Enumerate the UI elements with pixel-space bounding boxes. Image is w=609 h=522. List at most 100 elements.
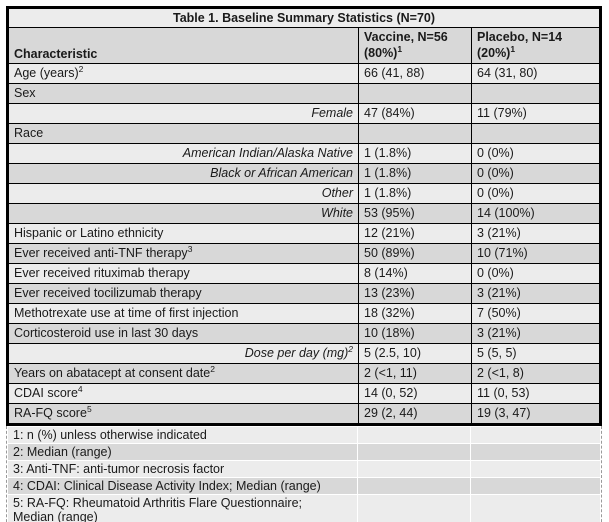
vaccine-value-cell: 50 (89%) [358,243,472,264]
row-label: Race [14,126,44,140]
footnote-marker: 4 [77,383,83,394]
table-row: Ever received rituximab therapy 8 (14%) 0 … [8,263,600,284]
row-label: Ever received rituximab therapy [14,266,190,280]
row-label: Dose per day (mg) [244,346,349,360]
row-label: Black or African American [210,166,353,180]
baseline-summary-table: Table 1. Baseline Summary Statistics (N=… [6,6,602,426]
row-label: RA-FQ score [14,406,87,420]
characteristic-cell: Years on abatacept at consent date2 [8,363,359,384]
characteristic-cell: RA-FQ score5 [8,403,359,424]
empty-cell [357,494,471,522]
row-label: Female [311,106,353,120]
vaccine-value-cell: 12 (21%) [358,223,472,244]
footnote-marker: 5 [86,403,92,414]
row-label: White [321,206,353,220]
characteristic-cell: Ever received tocilizumab therapy [8,283,359,304]
row-label: Age (years) [14,66,79,80]
footnote-line: Median (range) [13,510,98,522]
characteristic-cell: Other [8,183,359,204]
column-header-label: (20%) [477,46,511,60]
empty-cell [357,477,471,495]
column-header-placebo: Placebo, N=14 (20%)1 [471,27,600,64]
vaccine-value-cell: 18 (32%) [358,303,472,324]
row-label: American Indian/Alaska Native [182,146,353,160]
row-label: Sex [14,86,36,100]
vaccine-value-cell [358,83,472,104]
vaccine-value-cell: 1 (1.8%) [358,163,472,184]
vaccine-value-cell: 53 (95%) [358,203,472,224]
characteristic-cell: Black or African American [8,163,359,184]
placebo-value-cell: 2 (<1, 8) [471,363,600,384]
vaccine-value-cell: 13 (23%) [358,283,472,304]
footnote-line: 1: n (%) unless otherwise indicated [13,428,207,442]
empty-cell [357,443,471,461]
placebo-value-cell: 64 (31, 80) [471,63,600,84]
placebo-value-cell: 0 (0%) [471,263,600,284]
footnote-row: 2: Median (range) [7,443,601,461]
placebo-value-cell: 0 (0%) [471,163,600,184]
vaccine-value-cell: 10 (18%) [358,323,472,344]
row-label: Ever received anti-TNF therapy [14,246,188,260]
placebo-value-cell: 19 (3, 47) [471,403,600,424]
footnote-row: 4: CDAI: Clinical Disease Activity Index… [7,477,601,495]
footnote-line: 4: CDAI: Clinical Disease Activity Index… [13,479,321,493]
column-header-label: (80%) [364,46,398,60]
vaccine-value-cell: 2 (<1, 11) [358,363,472,384]
table-row: Other 1 (1.8%) 0 (0%) [8,183,600,204]
column-header-label: Placebo, N=14 [477,30,563,44]
table-row: Sex [8,83,600,104]
footnote-text-cell: 2: Median (range) [7,443,358,461]
footnote-text-cell: 1: n (%) unless otherwise indicated [7,426,358,444]
empty-cell [470,494,601,522]
footnote-text-cell: 5: RA-FQ: Rheumatoid Arthritis Flare Que… [7,494,358,522]
footnote-marker: 2 [348,343,353,354]
footnote-marker: 1 [510,43,516,54]
characteristic-cell: Ever received rituximab therapy [8,263,359,284]
table-row: Years on abatacept at consent date2 2 (<1… [8,363,600,384]
placebo-value-cell: 14 (100%) [471,203,600,224]
placebo-value-cell: 11 (79%) [471,103,600,124]
footnote-line: 2: Median (range) [13,445,112,459]
table-row: Ever received anti-TNF therapy3 50 (89%) 1… [8,243,600,264]
table-title-row: Table 1. Baseline Summary Statistics (N=… [8,8,600,28]
placebo-value-cell: 10 (71%) [471,243,600,264]
vaccine-value-cell: 66 (41, 88) [358,63,472,84]
characteristic-cell: American Indian/Alaska Native [8,143,359,164]
characteristic-cell: Hispanic or Latino ethnicity [8,223,359,244]
footnote-line: 3: Anti-TNF: anti-tumor necrosis factor [13,462,225,476]
placebo-value-cell: 3 (21%) [471,323,600,344]
row-label: Corticosteroid use in last 30 days [14,326,199,340]
placebo-value-cell: 3 (21%) [471,223,600,244]
placebo-value-cell: 0 (0%) [471,143,600,164]
placebo-value-cell: 3 (21%) [471,283,600,304]
footnote-row: 3: Anti-TNF: anti-tumor necrosis factor [7,460,601,478]
footnote-marker: 2 [78,63,84,74]
row-label: Ever received tocilizumab therapy [14,286,202,300]
table-row: White 53 (95%) 14 (100%) [8,203,600,224]
row-label: Other [321,186,353,200]
empty-cell [357,460,471,478]
empty-cell [470,460,601,478]
vaccine-value-cell: 8 (14%) [358,263,472,284]
row-label: Hispanic or Latino ethnicity [14,226,164,240]
vaccine-value-cell: 5 (2.5, 10) [358,343,472,364]
vaccine-value-cell: 14 (0, 52) [358,383,472,404]
table-row: Race [8,123,600,144]
characteristic-cell: Ever received anti-TNF therapy3 [8,243,359,264]
footnote-row: 5: RA-FQ: Rheumatoid Arthritis Flare Que… [7,494,601,522]
characteristic-cell: Corticosteroid use in last 30 days [8,323,359,344]
row-label: Methotrexate use at time of first inject… [14,306,239,320]
column-header-vaccine: Vaccine, N=56 (80%)1 [358,27,472,64]
placebo-value-cell: 5 (5, 5) [471,343,600,364]
placebo-value-cell: 7 (50%) [471,303,600,324]
footnote-marker: 1 [397,43,403,54]
table-header-row: Characteristic Vaccine, N=56 (80%)1 Place… [8,27,600,64]
column-header-characteristic: Characteristic [8,27,359,64]
characteristic-cell: Age (years)2 [8,63,359,84]
characteristic-cell: Methotrexate use at time of first inject… [8,303,359,324]
table-row: Age (years)2 66 (41, 88) 64 (31, 80) [8,63,600,84]
vaccine-value-cell: 1 (1.8%) [358,183,472,204]
characteristic-cell: CDAI score4 [8,383,359,404]
table-title: Table 1. Baseline Summary Statistics (N=… [8,8,600,28]
